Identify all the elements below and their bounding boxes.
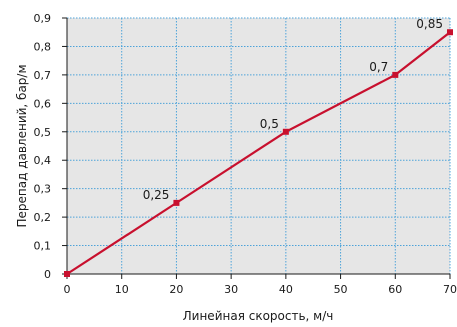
- y-tick-label: 0,3: [34, 183, 52, 196]
- x-tick-label: 20: [169, 283, 183, 296]
- y-tick-label: 0,2: [34, 211, 52, 224]
- y-tick-label: 0,5: [34, 126, 52, 139]
- y-tick-label: 0,4: [34, 154, 52, 167]
- x-tick-label: 40: [279, 283, 293, 296]
- data-label: 0,25: [143, 188, 170, 202]
- y-tick-label: 0: [44, 268, 51, 281]
- data-label: 0,7: [369, 60, 388, 74]
- x-tick-label: 60: [388, 283, 402, 296]
- data-point: [447, 29, 453, 36]
- y-tick-label: 0,9: [34, 12, 52, 25]
- data-label: 0,5: [260, 117, 279, 131]
- tick-labels: 0 10 20 30 40 50 60 70 0 0,1 0,2 0,3 0,4 0,5 0,6 0,7 0,8…: [34, 12, 457, 296]
- data-point: [282, 128, 289, 135]
- data-point: [392, 71, 399, 78]
- x-axis-title: Линейная скорость, м/ч: [183, 309, 334, 323]
- series-layer: [64, 29, 453, 277]
- x-tick-label: 30: [224, 283, 238, 296]
- y-tick-label: 0,7: [34, 69, 52, 82]
- data-point: [173, 199, 180, 206]
- data-labels: 0,25 0,5 0,7 0,85: [143, 17, 443, 202]
- x-tick-label: 70: [443, 283, 457, 296]
- x-tick-label: 50: [334, 283, 348, 296]
- y-axis-title: Перепад давлений, бар/м: [15, 64, 29, 227]
- grid-lines: [67, 17, 451, 274]
- x-tick-label: 10: [115, 283, 129, 296]
- y-tick-label: 0,8: [34, 40, 52, 53]
- y-tick-label: 0,1: [34, 240, 52, 253]
- x-tick-label: 0: [64, 283, 71, 296]
- data-point: [64, 271, 70, 277]
- y-tick-label: 0,6: [34, 97, 52, 110]
- data-label: 0,85: [416, 17, 443, 31]
